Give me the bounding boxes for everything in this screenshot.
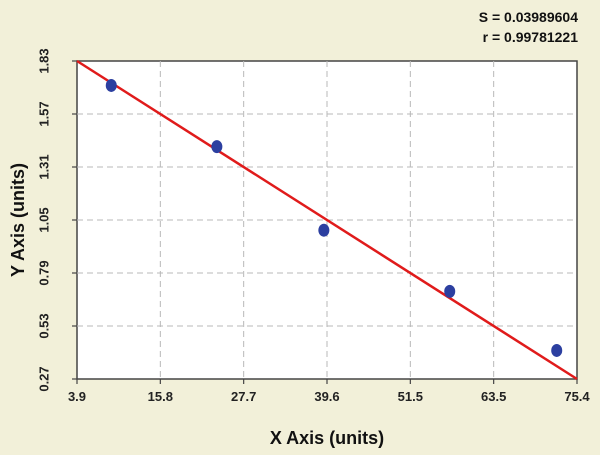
data-point bbox=[551, 343, 563, 357]
data-points bbox=[105, 78, 563, 357]
x-tick-label: 51.5 bbox=[398, 389, 423, 404]
y-tick-label: 1.83 bbox=[36, 48, 51, 73]
x-tick-label: 63.5 bbox=[481, 389, 506, 404]
x-axis-title: X Axis (units) bbox=[270, 428, 384, 448]
y-tick-label: 0.53 bbox=[36, 313, 51, 338]
x-tick-label: 75.4 bbox=[564, 389, 590, 404]
r-statistic: r = 0.99781221 bbox=[483, 29, 579, 45]
y-axis-title: Y Axis (units) bbox=[8, 163, 28, 277]
y-tick-label: 1.57 bbox=[36, 101, 51, 126]
y-tick-label: 1.31 bbox=[36, 154, 51, 179]
x-tick-label: 27.7 bbox=[231, 389, 256, 404]
x-axis-ticks: 3.9 15.8 27.7 39.6 51.5 63.5 75.4 bbox=[68, 379, 590, 404]
data-point bbox=[105, 78, 117, 92]
y-tick-label: 0.79 bbox=[36, 260, 51, 285]
x-tick-label: 39.6 bbox=[314, 389, 339, 404]
fit-line-group bbox=[76, 59, 578, 381]
data-point bbox=[444, 284, 456, 298]
fit-line bbox=[76, 59, 578, 381]
x-tick-label: 15.8 bbox=[148, 389, 173, 404]
data-point bbox=[318, 223, 330, 237]
x-tick-label: 3.9 bbox=[68, 389, 86, 404]
y-tick-label: 1.05 bbox=[36, 207, 51, 232]
y-axis-ticks: 0.27 0.53 0.79 1.05 1.31 1.57 1.83 bbox=[36, 48, 77, 392]
s-statistic: S = 0.03989604 bbox=[479, 9, 578, 25]
data-point bbox=[211, 140, 223, 154]
y-tick-label: 0.27 bbox=[36, 366, 51, 391]
